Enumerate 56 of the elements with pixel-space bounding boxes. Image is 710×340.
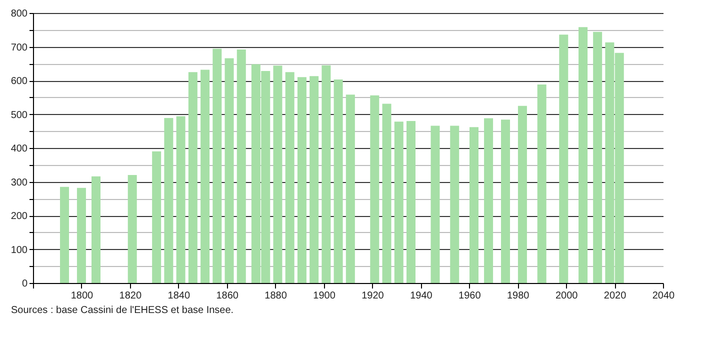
x-tick-label: 2020 [604, 290, 627, 302]
bar [188, 72, 198, 283]
bar [200, 70, 210, 283]
bar [382, 104, 392, 283]
x-tick-label: 1880 [264, 290, 288, 302]
bar [470, 127, 478, 283]
x-tick-label: 1800 [70, 290, 94, 302]
bar [450, 126, 460, 283]
bar [593, 32, 602, 283]
y-tick-label: 200 [10, 211, 28, 222]
bar [537, 84, 546, 283]
x-tick-label: 1940 [410, 290, 433, 302]
bar [297, 77, 306, 283]
y-tick-label: 100 [10, 244, 28, 256]
x-tick-label: 1960 [458, 290, 482, 302]
y-tick-label: 800 [10, 8, 28, 20]
bar [212, 48, 222, 283]
bar [578, 27, 588, 283]
y-tick-label: 500 [10, 110, 28, 121]
bar [310, 76, 319, 283]
bar [273, 66, 282, 283]
y-tick-label: 300 [10, 177, 28, 188]
y-tick-label: 400 [10, 144, 28, 154]
bar [76, 188, 86, 283]
x-tick-label: 1980 [506, 290, 530, 302]
bar [346, 94, 355, 283]
x-tick-label: 2000 [555, 290, 578, 302]
bar [370, 95, 380, 283]
bar [406, 121, 416, 283]
x-tick-label: 1900 [313, 290, 336, 302]
x-tick-label: 1820 [119, 290, 142, 302]
y-tick-label: 600 [10, 76, 28, 87]
bar [394, 122, 404, 283]
bar [176, 116, 186, 283]
bar [60, 186, 69, 283]
bar [92, 176, 100, 283]
bar [334, 79, 343, 283]
x-tick-label: 2040 [652, 290, 676, 302]
bar [484, 118, 494, 283]
x-tick-label: 1840 [168, 290, 190, 302]
bar [322, 65, 331, 283]
bar [285, 72, 294, 283]
source-note: Sources : base Cassini de l'EHESS et base Insee. [11, 305, 234, 316]
bar [236, 49, 246, 283]
bar [430, 126, 440, 283]
y-tick-label: 700 [10, 42, 28, 54]
bar [152, 151, 162, 283]
bar [559, 34, 568, 283]
bar [518, 106, 527, 283]
bar [164, 118, 174, 283]
y-tick-label: 0 [22, 278, 28, 290]
x-tick-label: 1920 [362, 290, 384, 302]
x-tick-label: 1860 [216, 290, 239, 302]
bar [128, 175, 137, 283]
bar [501, 120, 510, 283]
bar [224, 58, 234, 283]
